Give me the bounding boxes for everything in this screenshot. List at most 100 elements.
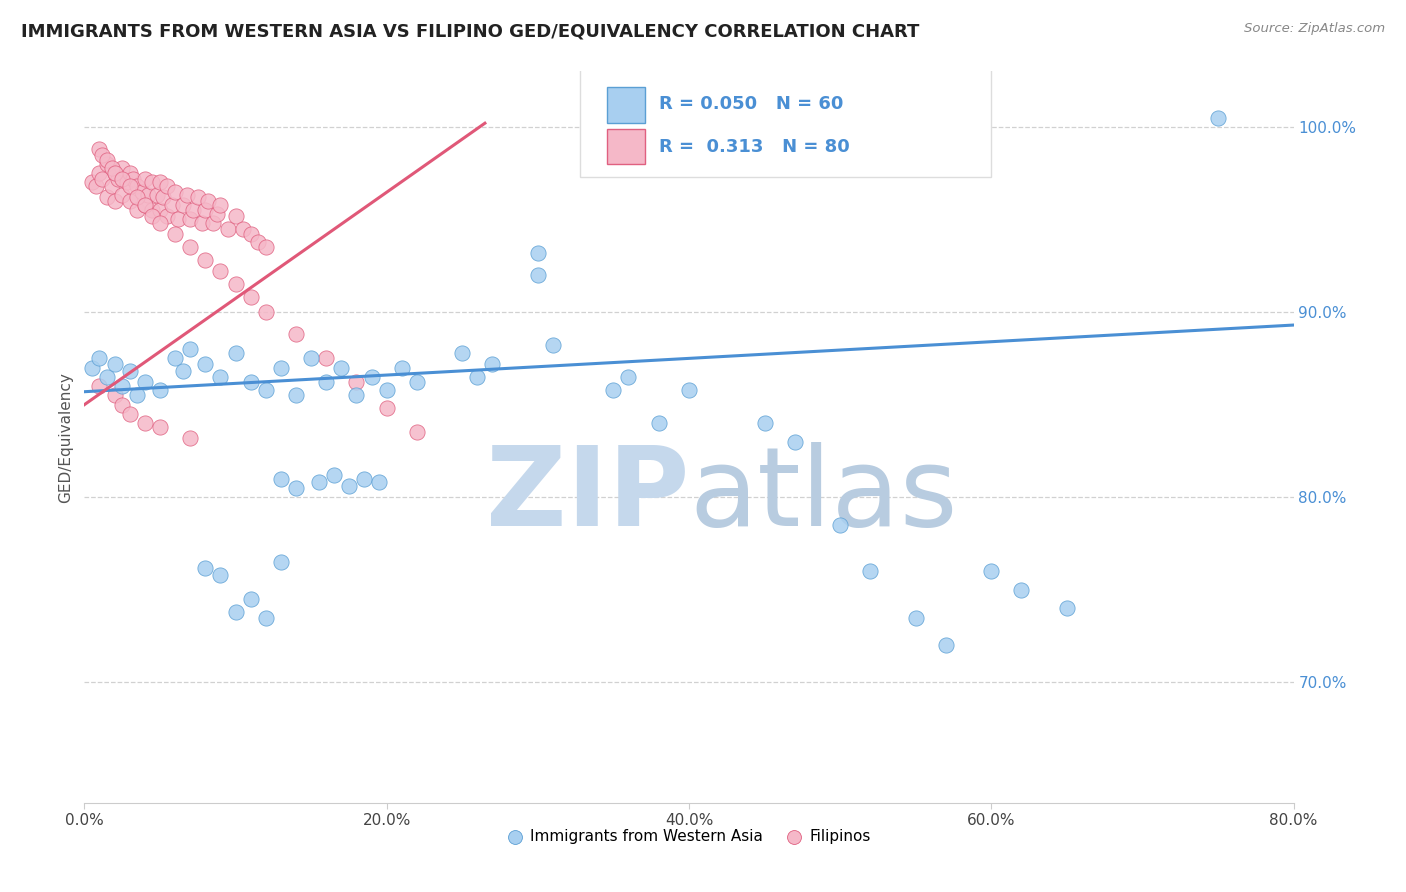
Point: [239, 376, 262, 390]
Point: [225, 605, 247, 619]
Point: [285, 481, 308, 495]
Point: [172, 197, 194, 211]
Point: [254, 305, 277, 319]
Point: [104, 388, 127, 402]
Point: [541, 338, 564, 352]
Point: [115, 176, 138, 190]
Point: [134, 197, 156, 211]
Point: [156, 179, 179, 194]
Point: [337, 479, 360, 493]
Point: [602, 383, 624, 397]
Point: [96, 370, 118, 384]
Point: [80, 360, 103, 375]
Point: [111, 171, 134, 186]
Y-axis label: GED/Equivalency: GED/Equivalency: [58, 372, 73, 502]
Point: [104, 166, 127, 180]
Point: [209, 370, 232, 384]
Point: [239, 592, 262, 607]
Point: [648, 416, 671, 430]
Point: [254, 383, 277, 397]
Point: [118, 179, 141, 194]
Point: [225, 209, 247, 223]
Point: [194, 253, 217, 268]
Point: [209, 264, 232, 278]
Point: [201, 216, 224, 230]
Point: [89, 166, 111, 180]
Point: [107, 171, 129, 186]
Point: [179, 212, 201, 227]
Point: [111, 398, 134, 412]
Point: [179, 431, 201, 445]
Point: [859, 565, 882, 579]
Point: [149, 176, 172, 190]
Point: [209, 568, 232, 582]
Point: [406, 376, 429, 390]
Point: [194, 560, 217, 574]
Point: [179, 342, 201, 356]
Point: [270, 555, 292, 569]
Point: [1056, 601, 1078, 615]
Text: R = 0.050   N = 60: R = 0.050 N = 60: [659, 95, 844, 113]
Point: [127, 388, 149, 402]
Point: [239, 290, 262, 304]
Point: [127, 179, 149, 194]
Point: [104, 166, 127, 180]
Point: [141, 203, 163, 218]
Point: [146, 188, 169, 202]
Point: [980, 565, 1002, 579]
Point: [149, 203, 172, 218]
Point: [179, 240, 201, 254]
Point: [225, 346, 247, 360]
FancyBboxPatch shape: [581, 68, 991, 178]
Point: [187, 190, 209, 204]
Point: [391, 360, 413, 375]
Point: [118, 407, 141, 421]
Legend: Immigrants from Western Asia, Filipinos: Immigrants from Western Asia, Filipinos: [502, 822, 876, 850]
Point: [239, 227, 262, 242]
Point: [149, 420, 172, 434]
Point: [191, 216, 214, 230]
Point: [1011, 582, 1033, 597]
Text: atlas: atlas: [689, 442, 957, 549]
Point: [127, 190, 149, 204]
Point: [118, 166, 141, 180]
Point: [86, 179, 108, 194]
Point: [315, 351, 337, 366]
Point: [247, 235, 270, 249]
Point: [176, 188, 198, 202]
Text: Source: ZipAtlas.com: Source: ZipAtlas.com: [1244, 22, 1385, 36]
Point: [89, 142, 111, 156]
Point: [104, 194, 127, 208]
Point: [96, 190, 118, 204]
Point: [904, 610, 927, 624]
Point: [207, 207, 229, 221]
Point: [91, 171, 114, 186]
Point: [783, 434, 806, 449]
Point: [451, 346, 474, 360]
Point: [96, 157, 118, 171]
Point: [118, 194, 141, 208]
Point: [406, 425, 429, 440]
Point: [527, 268, 550, 282]
Point: [285, 327, 308, 342]
Point: [96, 153, 118, 168]
Text: IMMIGRANTS FROM WESTERN ASIA VS FILIPINO GED/EQUIVALENCY CORRELATION CHART: IMMIGRANTS FROM WESTERN ASIA VS FILIPINO…: [21, 22, 920, 40]
Point: [254, 610, 277, 624]
Point: [830, 518, 852, 533]
Point: [678, 383, 700, 397]
Point: [141, 176, 163, 190]
FancyBboxPatch shape: [607, 129, 645, 164]
Point: [754, 416, 776, 430]
Point: [346, 376, 368, 390]
Point: [270, 472, 292, 486]
Point: [285, 388, 308, 402]
Point: [197, 194, 219, 208]
Point: [91, 147, 114, 161]
Point: [375, 383, 398, 397]
Point: [254, 240, 277, 254]
Point: [104, 357, 127, 371]
Point: [100, 179, 122, 194]
Point: [194, 203, 217, 218]
Point: [118, 364, 141, 378]
Point: [100, 161, 122, 175]
